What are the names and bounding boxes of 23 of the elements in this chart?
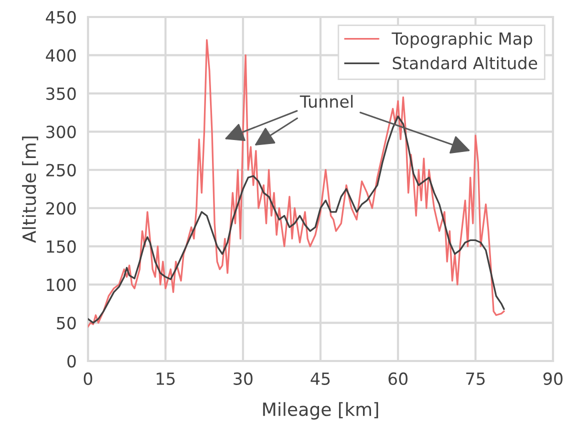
y-tick-label: 200 (46, 202, 76, 215)
legend-label: Topographic Map (392, 32, 532, 48)
x-tick-label: 90 (543, 372, 562, 386)
legend-label: Standard Altitude (392, 56, 538, 70)
y-tick-label: 350 (46, 87, 76, 100)
y-tick-label: 450 (46, 10, 76, 24)
y-tick-label: 400 (46, 49, 76, 62)
x-tick-label: 0 (84, 372, 92, 386)
x-tick-label: 15 (156, 372, 175, 386)
x-tick-label: 30 (234, 372, 252, 386)
x-tick-label: 45 (310, 372, 330, 386)
y-tick-label: 300 (46, 126, 76, 138)
y-tick-label: 100 (46, 278, 76, 292)
annotation: Tunnel (300, 94, 353, 108)
y-tick-label: 150 (46, 240, 76, 253)
line-series (88, 116, 505, 324)
y-tick-label: 0 (67, 354, 76, 368)
y-tick-label: 250 (46, 164, 76, 176)
x-tick-label: 75 (466, 372, 485, 386)
y-tick-label: 50 (56, 316, 76, 330)
x-tick-label: 60 (388, 372, 408, 386)
x-axis-title: Mileage [km] (263, 402, 378, 420)
y-axis-title: Altitude [m] (22, 136, 38, 243)
